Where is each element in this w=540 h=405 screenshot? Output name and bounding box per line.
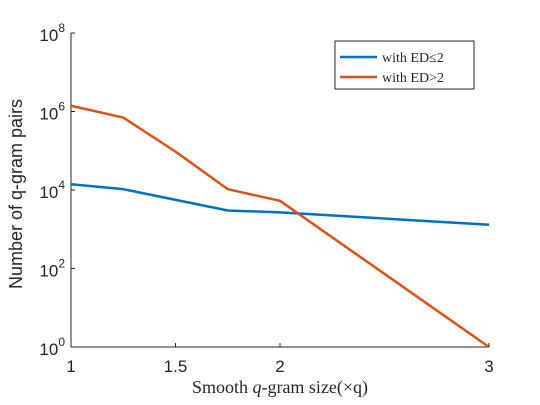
y-axis-label: Number of q-gram pairs [6, 99, 26, 289]
x-axis-label: Smooth q-gram size(×q) [192, 377, 368, 398]
x-axis-label-prefix: Smooth [192, 377, 253, 397]
series-line-0 [70, 183, 490, 227]
y-tick-label: 100 [39, 335, 65, 359]
series-line-1 [70, 104, 490, 349]
y-tick-label: 102 [39, 257, 65, 281]
x-tick-label: 2 [275, 357, 284, 376]
ticks-layer: 1 1.5 2 3 100 102 104 106 108 [39, 21, 493, 376]
x-tick-label: 1 [66, 357, 75, 376]
legend-label-ed-gt-2: with ED>2 [382, 71, 444, 86]
legend-box [334, 40, 475, 90]
x-tick-label: 1.5 [164, 357, 188, 376]
x-axis-label-suffix: -gram size(×q) [261, 377, 368, 398]
legend-label-ed-le-2: with ED≤2 [382, 51, 444, 66]
y-tick-label: 108 [39, 21, 65, 45]
y-tick-label: 106 [39, 100, 65, 124]
x-axis-label-italic: q [252, 377, 261, 397]
legend: with ED≤2 with ED>2 [334, 40, 475, 90]
y-tick-label: 104 [39, 178, 65, 202]
series-layer [70, 104, 490, 349]
x-tick-label: 3 [484, 357, 493, 376]
